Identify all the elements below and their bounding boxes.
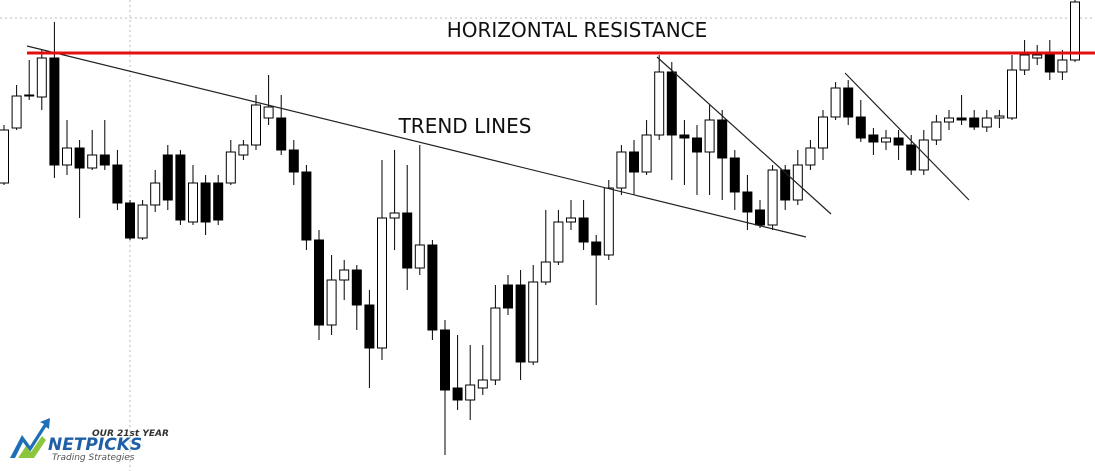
- logo-icon: [18, 436, 46, 458]
- candle-body: [893, 137, 904, 146]
- candle-body: [906, 144, 917, 171]
- candle-body: [679, 134, 690, 139]
- candle-body: [918, 139, 929, 171]
- candle-body: [125, 202, 135, 239]
- candle-body: [755, 209, 765, 226]
- candle-body: [956, 117, 967, 121]
- candle-body: [717, 119, 728, 159]
- candles: [0, 0, 1080, 455]
- candle-body: [62, 147, 72, 166]
- candle-body: [1019, 54, 1030, 71]
- resistance-label: HORIZONTAL RESISTANCE: [447, 18, 708, 42]
- candle-body: [1032, 54, 1043, 59]
- candle-body: [314, 239, 324, 326]
- candle-body: [251, 104, 261, 146]
- logo-icon: [10, 418, 50, 458]
- candle-body: [11, 95, 22, 129]
- candle-body: [150, 182, 161, 206]
- candle-body: [137, 204, 148, 239]
- candle-body: [641, 134, 652, 173]
- candle-body: [364, 304, 375, 349]
- candle-body: [515, 284, 526, 363]
- candle-body: [389, 212, 400, 219]
- candle-body: [629, 151, 639, 173]
- candle-body: [377, 217, 387, 349]
- candle-body: [818, 116, 828, 149]
- candle-body: [616, 151, 627, 189]
- candle-body: [99, 154, 110, 166]
- logo-tagline: OUR 21st YEAR: [92, 429, 169, 439]
- candle-body: [981, 117, 992, 128]
- candle-body: [654, 71, 665, 136]
- candle-body: [339, 269, 350, 281]
- candle-body: [402, 212, 413, 269]
- candle-body: [603, 187, 614, 256]
- candle-body: [881, 137, 891, 143]
- candle-body: [553, 221, 564, 263]
- candle-body: [1007, 69, 1017, 119]
- candle-body: [414, 244, 425, 269]
- candle-body: [931, 121, 942, 141]
- candle-body: [238, 144, 249, 156]
- candle-body: [692, 137, 702, 153]
- candle-body: [994, 115, 1005, 119]
- candle-body: [805, 147, 816, 166]
- candle-body: [200, 182, 211, 223]
- candle-body: [213, 182, 224, 221]
- candle-body: [74, 147, 85, 169]
- candle-body: [540, 261, 551, 283]
- candle-body: [112, 164, 123, 204]
- candle-body: [591, 241, 602, 256]
- candle-body: [969, 117, 980, 128]
- candle-body: [528, 281, 539, 363]
- candle-body: [36, 57, 47, 98]
- candle-body: [225, 151, 236, 184]
- trend-line: [844, 72, 970, 201]
- candle-body: [301, 171, 312, 241]
- logo-subtitle: Trading Strategies: [52, 453, 135, 463]
- candle-body: [729, 157, 740, 193]
- candle-body: [263, 106, 274, 119]
- logo: OUR 21st YEAR NETPICKS Trading Strategie…: [10, 418, 169, 463]
- candle-body: [868, 134, 879, 143]
- candle-body: [944, 117, 954, 123]
- candle-body: [578, 217, 589, 243]
- candle-body: [288, 149, 299, 173]
- candle-body: [566, 217, 576, 223]
- trend-line: [26, 45, 807, 238]
- candle-body: [477, 379, 488, 389]
- candle-body: [326, 279, 337, 326]
- candle-body: [1057, 59, 1068, 73]
- candle-body: [452, 387, 463, 401]
- candle-body: [49, 57, 60, 166]
- candle-body: [351, 269, 362, 306]
- candle-body: [162, 154, 173, 201]
- candle-body: [742, 191, 753, 213]
- candle-body: [175, 154, 186, 221]
- candle-body: [704, 119, 715, 153]
- candle-body: [490, 307, 501, 381]
- candle-body: [503, 284, 513, 309]
- candle-body: [87, 154, 98, 169]
- candle-body: [792, 164, 803, 201]
- trend-line: [656, 56, 832, 215]
- candle-body: [780, 169, 791, 201]
- candle-body: [427, 244, 438, 331]
- candle-body: [830, 87, 841, 118]
- candle-body: [0, 129, 9, 184]
- trend-label: TREND LINES: [398, 114, 532, 138]
- candle-body: [276, 117, 287, 151]
- candle-body: [767, 169, 778, 226]
- candle-body: [855, 116, 866, 139]
- candle-body: [843, 87, 854, 118]
- candle-body: [188, 182, 198, 223]
- candle-body: [1070, 1, 1080, 61]
- candle-body: [666, 71, 677, 136]
- logo-name: NETPICKS: [48, 435, 142, 455]
- candle-body: [24, 94, 35, 97]
- candle-body: [465, 384, 476, 401]
- candle-body: [1044, 54, 1055, 73]
- candle-body: [440, 329, 450, 391]
